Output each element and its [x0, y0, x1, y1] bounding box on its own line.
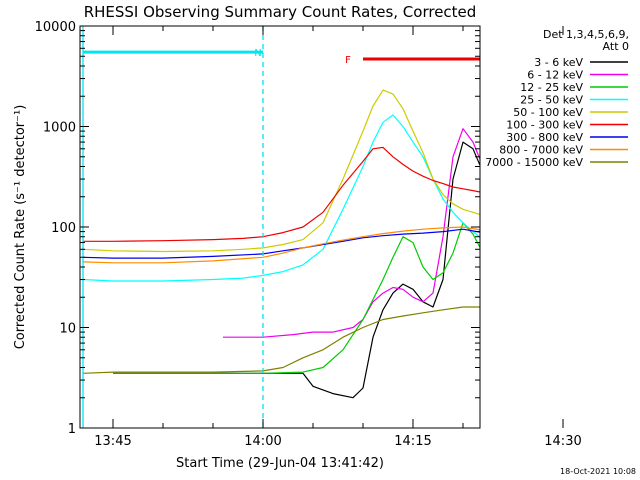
flag-label-n: N: [254, 48, 261, 59]
x-tick-label-3: 14:15: [394, 434, 431, 449]
series-line-1: [113, 141, 480, 399]
x-tick-label-1: 13:45: [94, 434, 131, 449]
legend-label-8: 800 - 7000 keV: [499, 144, 583, 157]
y-tick-label-3: 100: [51, 221, 76, 236]
x-tick-label-2: 14:00: [244, 434, 281, 449]
series-line-6: [83, 146, 480, 242]
series-line-4: [82, 114, 480, 282]
series-line-5: [82, 89, 480, 253]
timestamp: 18-Oct-2021 10:08: [560, 467, 636, 476]
legend-label-9: 7000 - 15000 keV: [485, 156, 583, 169]
series-line-3: [113, 222, 480, 374]
annotation-layer: [82, 26, 480, 428]
tick-layer: NFS11010010001000013:4514:0014:1514:3014…: [35, 20, 582, 449]
y-tick-label-1: 1: [68, 422, 76, 437]
legend-header-line-1: Det 1,3,4,5,6,9,: [543, 28, 629, 41]
y-axis-label: Corrected Count Rate (s⁻¹ detector⁻¹): [13, 105, 28, 350]
legend-header-line-2: Att 0: [603, 40, 629, 53]
legend-label-6: 100 - 300 keV: [506, 119, 583, 132]
series-layer: [82, 89, 480, 399]
x-axis-label: Start Time (29-Jun-04 13:41:42): [176, 456, 384, 471]
chart-title: RHESSI Observing Summary Count Rates, Co…: [84, 3, 477, 21]
series-line-7: [82, 228, 480, 259]
series-line-8: [82, 226, 480, 264]
legend-label-3: 12 - 25 keV: [520, 81, 583, 94]
legend-label-2: 6 - 12 keV: [527, 69, 583, 82]
series-line-2: [223, 128, 480, 338]
y-tick-label-5: 10000: [35, 20, 76, 35]
legend-label-7: 300 - 800 keV: [506, 131, 583, 144]
legend-label-1: 3 - 6 keV: [534, 56, 583, 69]
y-tick-label-2: 10: [59, 322, 76, 337]
series-line-9: [82, 306, 480, 374]
y-tick-label-4: 1000: [43, 121, 76, 136]
legend-label-4: 25 - 50 keV: [520, 94, 583, 107]
legend-label-5: 50 - 100 keV: [513, 106, 583, 119]
flag-label-f: F: [345, 55, 351, 66]
x-tick-label-4: 14:30: [544, 434, 581, 449]
